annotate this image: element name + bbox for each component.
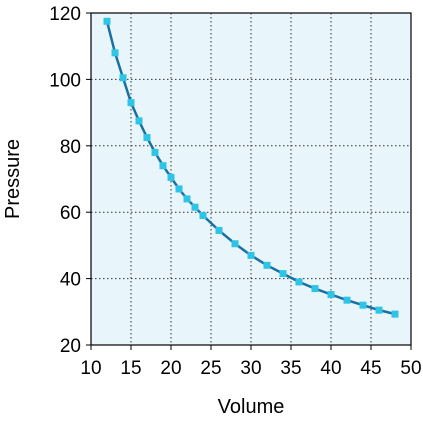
grid-lines [91, 13, 411, 345]
data-point [191, 203, 199, 211]
plot-background [91, 13, 411, 345]
x-tick-label: 20 [160, 358, 181, 379]
y-tick-label: 20 [60, 336, 81, 357]
y-axis-label: Pressure [2, 139, 24, 219]
y-tick-label: 80 [60, 137, 81, 158]
y-tick-label: 100 [49, 70, 81, 91]
data-point [159, 162, 167, 170]
data-point [199, 212, 207, 220]
y-tick-label: 120 [49, 4, 81, 25]
data-point [215, 226, 223, 234]
x-tick-label: 35 [280, 358, 301, 379]
x-tick-label: 40 [320, 358, 341, 379]
series-markers [103, 17, 399, 318]
data-point [311, 285, 319, 293]
y-tick-label: 40 [60, 270, 81, 291]
data-point [167, 173, 175, 181]
data-point [127, 99, 135, 107]
y-tick-label: 60 [60, 203, 81, 224]
x-tick-label: 45 [360, 358, 381, 379]
data-point [375, 306, 383, 314]
data-point [103, 17, 111, 25]
data-point [263, 261, 271, 269]
data-point [143, 134, 151, 141]
data-point [359, 301, 367, 309]
data-point [279, 270, 287, 278]
tick-labels: 10 15 20 25 30 35 40 45 50 20 40 60 80 100 120 [49, 4, 421, 379]
x-tick-label: 50 [400, 358, 421, 379]
data-point [295, 278, 303, 286]
x-tick-label: 15 [120, 358, 141, 379]
data-point [343, 296, 351, 304]
x-tick-label: 25 [200, 358, 221, 379]
data-point [231, 240, 239, 248]
data-point [175, 185, 183, 193]
data-point [119, 74, 127, 82]
x-tick-label: 10 [80, 358, 101, 379]
data-point [391, 310, 399, 318]
data-point [183, 195, 191, 203]
data-point [247, 251, 255, 259]
x-tick-label: 30 [240, 358, 261, 379]
data-point [111, 49, 119, 57]
data-point [151, 148, 159, 156]
x-axis-label: Volume [218, 396, 285, 418]
data-point [135, 117, 143, 125]
data-point [327, 291, 335, 299]
